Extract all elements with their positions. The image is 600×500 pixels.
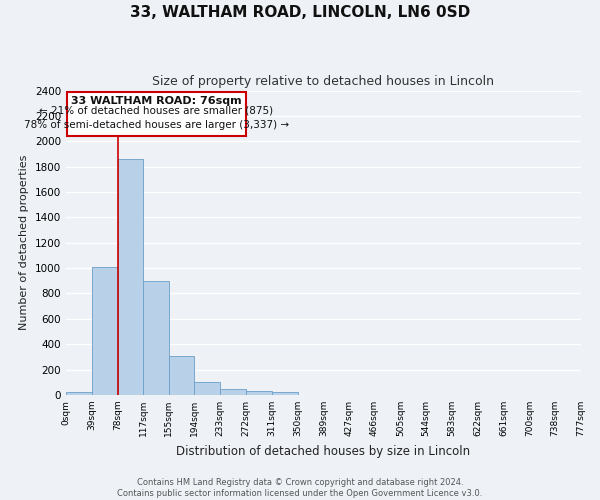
Bar — [194, 382, 220, 395]
X-axis label: Distribution of detached houses by size in Lincoln: Distribution of detached houses by size … — [176, 444, 470, 458]
Bar — [143, 281, 169, 395]
Bar — [67, 92, 246, 136]
Text: 33, WALTHAM ROAD, LINCOLN, LN6 0SD: 33, WALTHAM ROAD, LINCOLN, LN6 0SD — [130, 5, 470, 20]
Text: ← 21% of detached houses are smaller (875): ← 21% of detached houses are smaller (87… — [39, 106, 274, 116]
Y-axis label: Number of detached properties: Number of detached properties — [19, 155, 29, 330]
Bar — [66, 392, 92, 395]
Bar — [118, 159, 143, 395]
Text: 33 WALTHAM ROAD: 76sqm: 33 WALTHAM ROAD: 76sqm — [71, 96, 242, 106]
Bar — [169, 356, 194, 395]
Title: Size of property relative to detached houses in Lincoln: Size of property relative to detached ho… — [152, 75, 494, 88]
Bar — [272, 392, 298, 395]
Bar — [220, 388, 246, 395]
Bar — [92, 267, 118, 395]
Bar — [246, 391, 272, 395]
Text: Contains HM Land Registry data © Crown copyright and database right 2024.
Contai: Contains HM Land Registry data © Crown c… — [118, 478, 482, 498]
Text: 78% of semi-detached houses are larger (3,337) →: 78% of semi-detached houses are larger (… — [24, 120, 289, 130]
